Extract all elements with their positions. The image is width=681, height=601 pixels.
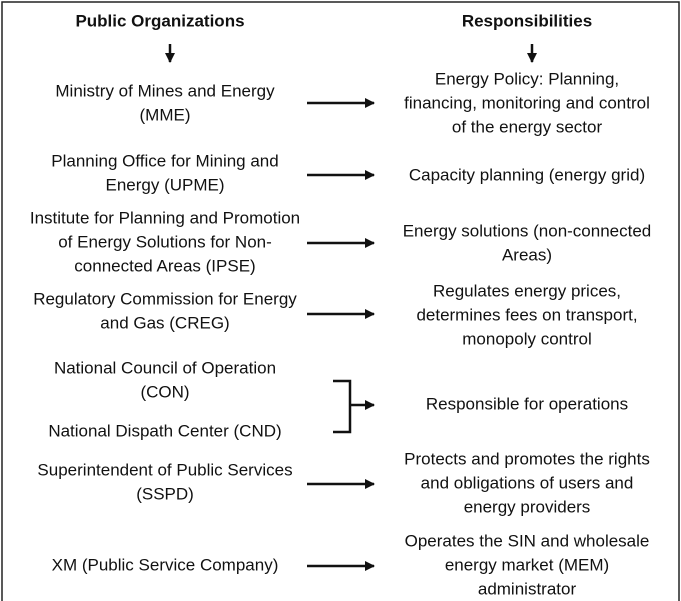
- organization-text: Superintendent of Public Services: [37, 460, 292, 479]
- organization-text: (CON): [140, 382, 189, 401]
- organization-text: Planning Office for Mining and: [51, 151, 278, 170]
- responsibility-text: Operates the SIN and wholesale: [405, 531, 650, 550]
- responsibility-text: Responsible for operations: [426, 394, 628, 413]
- organization-text: of Energy Solutions for Non-: [58, 232, 272, 251]
- organization-text: Institute for Planning and Promotion: [30, 208, 300, 227]
- responsibility-text: Protects and promotes the rights: [404, 449, 650, 468]
- responsibility-text: energy providers: [464, 497, 591, 516]
- responsibility-text: Capacity planning (energy grid): [409, 165, 645, 184]
- organization-text: and Gas (CREG): [100, 313, 229, 332]
- responsibility-text: administrator: [478, 579, 577, 598]
- organization-text: connected Areas (IPSE): [74, 256, 255, 275]
- organization-text: Energy (UPME): [105, 175, 224, 194]
- organization-text: National Dispath Center (CND): [48, 421, 281, 440]
- header-right: Responsibilities: [462, 11, 592, 30]
- organization-text: Regulatory Commission for Energy: [33, 289, 297, 308]
- responsibility-text: Energy solutions (non-connected: [403, 221, 652, 240]
- bracket: [333, 379, 352, 434]
- responsibility-text: Energy Policy: Planning,: [435, 69, 619, 88]
- organization-text: Ministry of Mines and Energy: [55, 81, 275, 100]
- responsibility-text: Areas): [502, 245, 552, 264]
- organization-text: National Council of Operation: [54, 358, 276, 377]
- responsibility-text: monopoly control: [462, 329, 591, 348]
- responsibility-text: financing, monitoring and control: [404, 93, 650, 112]
- organization-text: XM (Public Service Company): [52, 555, 279, 574]
- responsibility-text: energy market (MEM): [445, 555, 609, 574]
- responsibility-text: and obligations of users and: [421, 473, 634, 492]
- responsibility-text: of the energy sector: [452, 117, 603, 136]
- responsibility-text: Regulates energy prices,: [433, 281, 621, 300]
- header-left: Public Organizations: [75, 11, 244, 30]
- organization-text: (MME): [140, 105, 191, 124]
- organization-text: (SSPD): [136, 484, 194, 503]
- responsibility-text: determines fees on transport,: [416, 305, 637, 324]
